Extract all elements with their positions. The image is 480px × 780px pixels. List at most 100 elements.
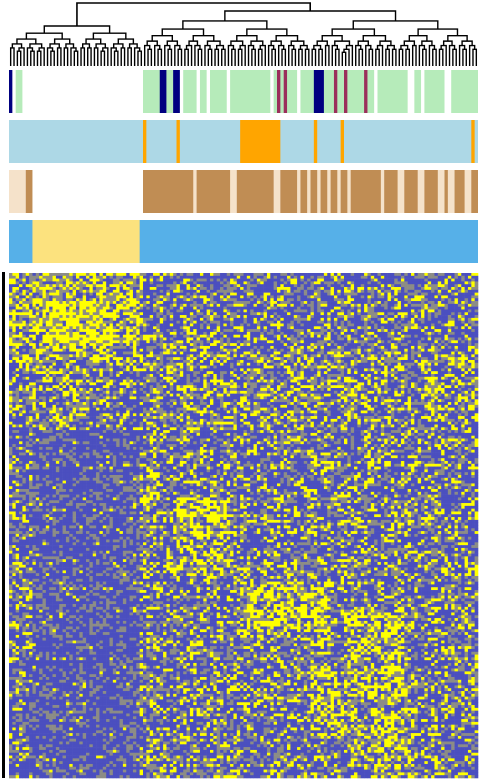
heatmap-cell — [213, 276, 217, 279]
heatmap-cell — [364, 279, 368, 282]
heatmap-cell — [337, 298, 341, 301]
heatmap-cell — [79, 279, 83, 282]
heatmap-cell — [267, 295, 271, 298]
heatmap-cell — [32, 298, 36, 301]
heatmap-cell — [394, 290, 398, 293]
heatmap-cell — [133, 301, 137, 304]
heatmap-cell — [9, 287, 13, 290]
heatmap-cell — [203, 284, 207, 287]
heatmap-cell — [411, 284, 415, 287]
heatmap-cell — [170, 301, 174, 304]
heatmap-cell — [297, 293, 301, 296]
heatmap-cell — [49, 295, 53, 298]
heatmap-cell — [19, 293, 23, 296]
heatmap-cell — [113, 293, 117, 296]
heatmap-cell — [156, 293, 160, 296]
heatmap-cell — [180, 287, 184, 290]
heatmap-cell — [213, 298, 217, 301]
heatmap-cell — [32, 293, 36, 296]
heatmap-cell — [317, 284, 321, 287]
heatmap-cell — [12, 287, 16, 290]
heatmap-cell — [220, 284, 224, 287]
heatmap-cell — [43, 295, 47, 298]
track-segment — [378, 70, 408, 113]
heatmap-cell — [32, 281, 36, 284]
heatmap-cell — [307, 298, 311, 301]
heatmap-cell — [86, 293, 90, 296]
heatmap-cell — [96, 276, 100, 279]
heatmap-cell — [123, 293, 127, 296]
heatmap-cell — [223, 290, 227, 293]
heatmap-cell — [408, 276, 412, 279]
heatmap-cell — [475, 298, 479, 301]
heatmap-cell — [274, 298, 278, 301]
heatmap-cell — [59, 295, 63, 298]
heatmap-cell — [357, 273, 361, 276]
dendrogram-link — [376, 49, 379, 66]
heatmap-cell — [401, 284, 405, 287]
heatmap-cell — [210, 295, 214, 298]
heatmap-cell — [113, 287, 117, 290]
heatmap-cell — [411, 293, 415, 296]
heatmap-cell — [106, 273, 110, 276]
heatmap-cell — [230, 295, 234, 298]
heatmap-cell — [160, 281, 164, 284]
heatmap-cell — [280, 295, 284, 298]
heatmap-cell — [49, 273, 53, 276]
heatmap-cell — [418, 298, 422, 301]
heatmap-cell — [22, 298, 26, 301]
heatmap-cell — [73, 281, 77, 284]
heatmap-cell — [408, 290, 412, 293]
heatmap-cell — [354, 290, 358, 293]
heatmap-cell — [150, 293, 154, 296]
heatmap-cell — [327, 273, 331, 276]
heatmap-cell — [63, 276, 67, 279]
heatmap-cell — [173, 287, 177, 290]
heatmap-cell — [73, 301, 77, 304]
heatmap-cell — [150, 298, 154, 301]
heatmap-cell — [183, 281, 187, 284]
heatmap-cell — [173, 301, 177, 304]
heatmap-cell — [46, 290, 50, 293]
heatmap-cell — [290, 298, 294, 301]
heatmap-cell — [130, 287, 134, 290]
heatmap-cell — [274, 276, 278, 279]
heatmap-cell — [280, 276, 284, 279]
dendrogram-link — [453, 49, 456, 66]
heatmap-cell — [304, 301, 308, 304]
heatmap-cell — [311, 298, 315, 301]
heatmap-cell — [93, 287, 97, 290]
heatmap-cell — [213, 273, 217, 276]
heatmap-cell — [391, 301, 395, 304]
heatmap-cell — [32, 301, 36, 304]
heatmap-cell — [93, 295, 97, 298]
heatmap-cell — [334, 276, 338, 279]
heatmap-cell — [163, 298, 167, 301]
heatmap-cell — [16, 301, 20, 304]
heatmap-cell — [200, 295, 204, 298]
heatmap-cell — [434, 290, 438, 293]
heatmap-cell — [341, 298, 345, 301]
heatmap-cell — [381, 295, 385, 298]
heatmap-cell — [96, 290, 100, 293]
heatmap-cell — [153, 276, 157, 279]
heatmap-cell — [428, 276, 432, 279]
dendrogram-link — [26, 33, 62, 39]
heatmap-cell — [374, 293, 378, 296]
dendrogram-link — [336, 49, 339, 66]
heatmap-cell — [9, 290, 13, 293]
heatmap-cell — [123, 298, 127, 301]
track-segment — [314, 70, 324, 113]
heatmap-cell — [341, 273, 345, 276]
heatmap-cell — [163, 287, 167, 290]
heatmap-cell — [471, 301, 475, 304]
heatmap-cell — [120, 287, 124, 290]
heatmap-cell — [177, 284, 181, 287]
heatmap-cell — [103, 301, 107, 304]
heatmap-cell — [287, 287, 291, 290]
heatmap-cell — [421, 295, 425, 298]
heatmap-cell — [203, 273, 207, 276]
heatmap-cell — [96, 295, 100, 298]
heatmap-cell — [83, 295, 87, 298]
heatmap-cell — [431, 281, 435, 284]
